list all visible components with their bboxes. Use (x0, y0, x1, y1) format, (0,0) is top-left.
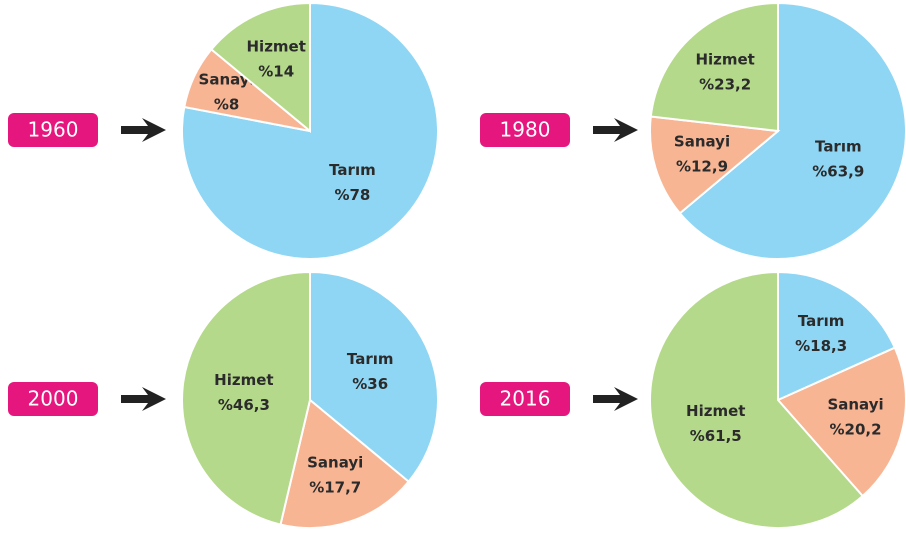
slice-category-label: Tarım (329, 161, 376, 179)
pie-slice (776, 346, 906, 498)
pie-slice (309, 270, 439, 483)
slice-category-label: Tarım (347, 350, 394, 368)
slice-value-label: %8 (214, 95, 239, 113)
slice-value-label: %23,2 (699, 75, 751, 93)
slice-category-label: Tarım (815, 138, 862, 156)
slice-category-label: Hizmet (214, 371, 273, 389)
year-badge (480, 382, 570, 416)
slice-value-label: %46,3 (218, 396, 270, 414)
pie-slice (777, 270, 897, 402)
slice-value-label: %78 (334, 186, 370, 204)
year-label: 2000 (28, 387, 79, 411)
pie-slice (279, 398, 411, 529)
slice-value-label: %61,5 (690, 427, 742, 445)
slice-category-label: Hizmet (686, 402, 745, 420)
pie-slice (649, 270, 865, 529)
arrow (121, 387, 166, 411)
year-badge (8, 113, 98, 147)
year-label: 2016 (500, 387, 551, 411)
pie-slice (649, 115, 781, 215)
pie-slice (649, 1, 779, 133)
slice-value-label: %36 (352, 375, 388, 393)
arrow (121, 118, 166, 142)
slice-category-label: Sanayi (827, 395, 883, 413)
slice-category-label: Tarım (798, 312, 845, 330)
slice-category-label: Hizmet (247, 38, 306, 56)
arrow (593, 387, 638, 411)
pie-slice (181, 270, 311, 526)
slice-value-label: %20,2 (830, 420, 882, 438)
year-label: 1960 (28, 118, 79, 142)
slice-value-label: %14 (258, 63, 294, 81)
year-label: 1980 (500, 118, 551, 142)
pie-slice (678, 1, 906, 260)
slice-category-label: Sanayi (674, 132, 730, 150)
slice-category-label: Sanayi (307, 454, 363, 472)
pie-slice (209, 1, 311, 134)
slice-value-label: %12,9 (676, 157, 728, 175)
slice-value-label: %18,3 (795, 337, 847, 355)
slice-category-label: Hizmet (695, 50, 754, 68)
arrow (593, 118, 638, 142)
year-badge (8, 382, 98, 416)
year-badge (480, 113, 570, 147)
slice-value-label: %17,7 (309, 479, 361, 497)
slice-value-label: %63,9 (812, 163, 864, 181)
